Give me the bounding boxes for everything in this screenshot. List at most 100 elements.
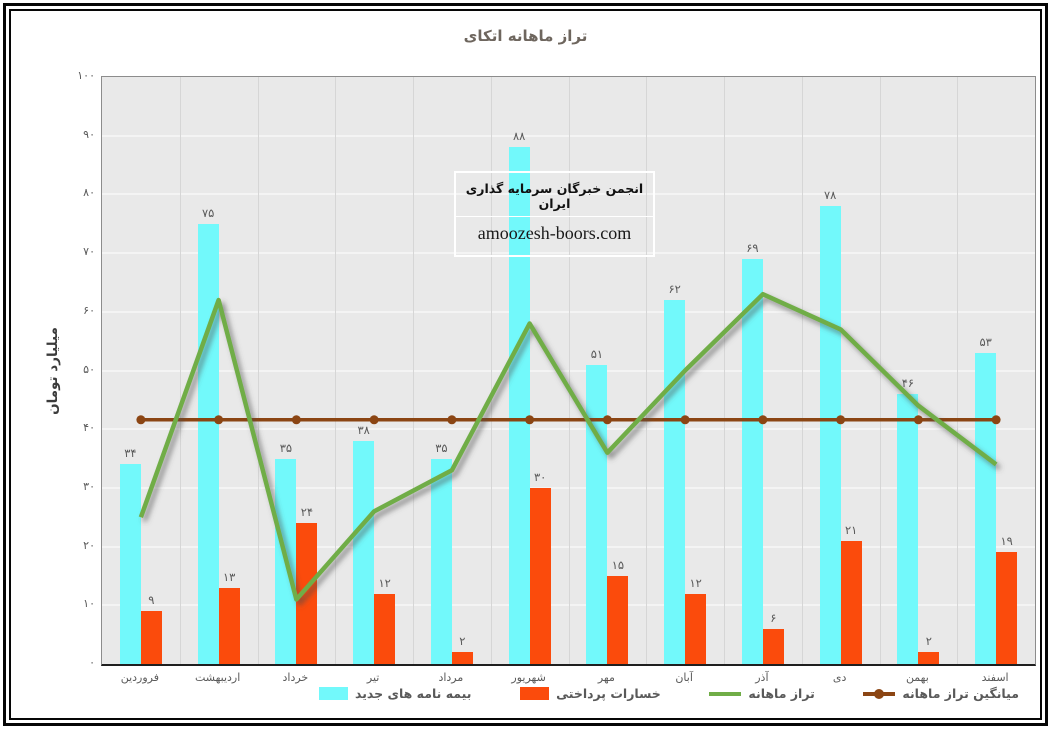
legend-item-3[interactable]: میانگین تراز ماهانه bbox=[863, 686, 1019, 701]
line-series-layer bbox=[136, 291, 1001, 602]
average-line-marker[interactable] bbox=[291, 415, 301, 425]
vertical-gridline bbox=[724, 77, 725, 664]
bar-value-label: ۱۲ bbox=[378, 575, 391, 590]
average-line-marker[interactable] bbox=[680, 415, 690, 425]
x-axis-label-8: آذر bbox=[755, 671, 769, 684]
legend-label: تراز ماهانه bbox=[748, 686, 815, 701]
x-axis-label-11: اسفند bbox=[981, 671, 1009, 684]
bar-value-label: ۱۲ bbox=[689, 575, 702, 590]
new-policies-bar-10[interactable] bbox=[897, 393, 919, 664]
bar-value-label: ۷۸ bbox=[823, 188, 837, 203]
x-axis-label-6: مهر bbox=[597, 671, 615, 684]
new-policies-bar-5[interactable] bbox=[508, 147, 530, 664]
vertical-gridline bbox=[490, 77, 492, 664]
bar-value-label: ۲۴ bbox=[300, 505, 314, 520]
paid-claims-bar-1[interactable] bbox=[218, 587, 240, 664]
new-policies-bar-0[interactable] bbox=[119, 464, 141, 664]
paid-claims-bar-3[interactable] bbox=[374, 593, 396, 664]
average-line-marker[interactable] bbox=[525, 415, 535, 425]
vertical-gridline bbox=[957, 77, 959, 664]
new-policies-bar-7[interactable] bbox=[664, 300, 686, 664]
x-axis-label-7: آبان bbox=[675, 671, 693, 684]
watermark-url: amoozesh-boors.com bbox=[477, 223, 632, 243]
bar-value-label: ۳۵ bbox=[435, 440, 448, 455]
legend-label: خسارات پرداختی bbox=[556, 686, 661, 701]
x-axis-label-10: بهمن bbox=[905, 671, 929, 684]
y-axis-tick-label: ۰ bbox=[89, 656, 95, 669]
legend-line-swatch bbox=[863, 688, 896, 699]
new-policies-bar-6[interactable] bbox=[586, 364, 608, 664]
y-axis-tick-label: ۷۰ bbox=[83, 245, 95, 259]
y-axis-tick-label: ۹۰ bbox=[83, 127, 95, 141]
new-policies-bar-4[interactable] bbox=[430, 458, 452, 664]
average-line-marker[interactable] bbox=[447, 415, 457, 425]
bar-value-label: ۶ bbox=[770, 610, 777, 625]
average-line-marker[interactable] bbox=[758, 415, 768, 425]
x-axis-label-3: تیر bbox=[366, 671, 380, 684]
average-line-marker[interactable] bbox=[136, 415, 146, 425]
new-policies-bar-1[interactable] bbox=[197, 223, 219, 664]
average-line-marker[interactable] bbox=[602, 415, 612, 425]
paid-claims-bar-9[interactable] bbox=[840, 540, 862, 664]
bar-value-label: ۴۶ bbox=[901, 375, 915, 390]
y-axis-tick-label: ۱۰۰ bbox=[77, 69, 95, 82]
x-axis-label-2: خرداد bbox=[282, 671, 309, 684]
y-axis-tick-label: ۴۰ bbox=[83, 421, 95, 435]
legend-bar-swatch bbox=[520, 687, 550, 700]
plot-area: ۳۴ ۷۵ ۳۵ ۳۸ ۳۵ ۸۸ ۵۱ ۶۲ ۶۹ ۷۸ ۴۶ ۵۳ ۹ ۱۳ ۲۴ ۱۲ ۲ ۳۰ ۱۵ ۱۲ ۶ ۲… bbox=[101, 76, 1036, 666]
legend-line-swatch bbox=[709, 691, 742, 696]
x-axis-label-1: اردیبهشت bbox=[194, 671, 241, 684]
y-axis-tick-label: ۶۰ bbox=[83, 303, 95, 317]
legend-item-2[interactable]: تراز ماهانه bbox=[709, 686, 815, 701]
bar-value-label: ۳۸ bbox=[357, 422, 370, 437]
average-line-marker[interactable] bbox=[214, 415, 224, 425]
paid-claims-bar-5[interactable] bbox=[529, 487, 551, 664]
bar-value-label: ۷۵ bbox=[201, 205, 215, 220]
y-axis-tick-label: ۵۰ bbox=[83, 362, 95, 376]
bar-value-label: ۱۹ bbox=[1000, 534, 1013, 549]
paid-claims-bar-4[interactable] bbox=[451, 652, 473, 664]
average-line-marker[interactable] bbox=[369, 415, 379, 425]
watermark-divider bbox=[456, 216, 653, 217]
new-policies-bar-3[interactable] bbox=[353, 440, 375, 664]
bar-value-label: ۲ bbox=[925, 634, 932, 649]
bar-value-label: ۸۸ bbox=[512, 129, 526, 144]
bar-value-label: ۳۴ bbox=[124, 446, 137, 461]
y-axis-tick-label: ۳۰ bbox=[83, 479, 95, 493]
y-axis-tick-label: ۲۰ bbox=[83, 538, 95, 552]
paid-claims-bar-8[interactable] bbox=[762, 628, 784, 664]
legend-item-0[interactable]: بیمه نامه های جدید bbox=[319, 686, 471, 701]
bar-value-label: ۳۵ bbox=[279, 440, 293, 455]
bar-value-label: ۳۰ bbox=[533, 469, 547, 484]
x-axis-label-0: فروردین bbox=[120, 671, 160, 684]
bar-value-label: ۵۱ bbox=[590, 346, 604, 361]
monthly-balance-line[interactable] bbox=[138, 291, 998, 602]
average-line-marker[interactable] bbox=[836, 415, 846, 425]
average-line-marker[interactable] bbox=[913, 415, 923, 425]
paid-claims-bar-6[interactable] bbox=[607, 575, 629, 664]
new-policies-bar-11[interactable] bbox=[975, 352, 997, 664]
average-line-marker[interactable] bbox=[991, 415, 1001, 425]
vertical-gridline bbox=[646, 77, 648, 664]
window-frame-inner: تراز ماهانه اتکای میلیارد تومان ۳۴ ۷۵ ۳۵ ۳۸… bbox=[9, 9, 1042, 720]
vertical-gridline bbox=[413, 77, 414, 664]
vertical-gridline bbox=[335, 77, 337, 664]
bar-value-label: ۱۵ bbox=[611, 557, 625, 572]
window-frame-outer: تراز ماهانه اتکای میلیارد تومان ۳۴ ۷۵ ۳۵ ۳۸… bbox=[3, 3, 1048, 726]
vertical-gridline bbox=[801, 77, 803, 664]
vertical-gridline bbox=[568, 77, 570, 664]
vertical-gridline bbox=[179, 77, 181, 664]
new-policies-bar-8[interactable] bbox=[741, 258, 763, 664]
paid-claims-bar-0[interactable] bbox=[140, 611, 162, 664]
y-axis-tick-label: ۸۰ bbox=[83, 186, 95, 200]
paid-claims-bar-11[interactable] bbox=[996, 552, 1018, 664]
bar-value-label: ۲۱ bbox=[844, 522, 858, 537]
bar-value-label: ۲ bbox=[459, 634, 466, 649]
paid-claims-bar-7[interactable] bbox=[685, 593, 707, 664]
watermark-text: انجمن خبرگان سرمایه گذاری ایران bbox=[465, 181, 644, 211]
x-axis-label-4: مرداد bbox=[438, 671, 464, 684]
legend-item-1[interactable]: خسارات پرداختی bbox=[520, 686, 661, 701]
x-axis-label-9: دی bbox=[832, 671, 847, 684]
paid-claims-bar-2[interactable] bbox=[296, 523, 318, 664]
paid-claims-bar-10[interactable] bbox=[918, 652, 940, 664]
